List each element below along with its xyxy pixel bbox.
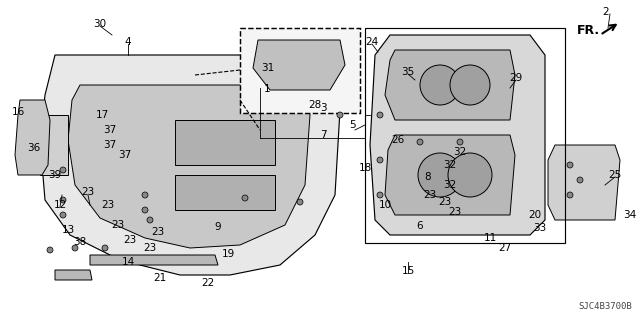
Text: 38: 38 — [74, 237, 86, 247]
Text: 6: 6 — [417, 221, 423, 231]
Bar — [175, 175, 275, 210]
Text: 8: 8 — [425, 172, 431, 182]
Text: 7: 7 — [320, 130, 326, 140]
Text: 23: 23 — [111, 220, 125, 230]
Text: 23: 23 — [438, 197, 452, 207]
Circle shape — [377, 192, 383, 198]
Text: 31: 31 — [261, 63, 275, 73]
Text: 12: 12 — [53, 200, 67, 210]
Text: 23: 23 — [143, 243, 157, 253]
Circle shape — [297, 199, 303, 205]
Circle shape — [337, 112, 343, 118]
Text: 5: 5 — [349, 120, 355, 130]
Text: 37: 37 — [118, 150, 132, 160]
Text: 27: 27 — [499, 243, 511, 253]
Bar — [240, 28, 360, 113]
Polygon shape — [55, 270, 92, 280]
Circle shape — [567, 192, 573, 198]
Text: 33: 33 — [533, 223, 547, 233]
Text: 36: 36 — [28, 143, 40, 153]
Bar — [365, 28, 565, 243]
Circle shape — [420, 65, 460, 105]
Text: 23: 23 — [124, 235, 136, 245]
Text: 30: 30 — [93, 19, 107, 29]
Text: 20: 20 — [529, 210, 541, 220]
Text: FR.: FR. — [577, 24, 600, 36]
Polygon shape — [15, 100, 50, 175]
Text: 2: 2 — [603, 7, 609, 17]
Bar — [175, 120, 275, 165]
Circle shape — [142, 192, 148, 198]
Text: 13: 13 — [61, 225, 75, 235]
Text: 32: 32 — [453, 147, 467, 157]
Polygon shape — [40, 55, 340, 275]
Text: 39: 39 — [49, 170, 61, 180]
Text: 37: 37 — [104, 140, 116, 150]
Polygon shape — [40, 115, 68, 175]
Polygon shape — [548, 145, 620, 220]
Polygon shape — [68, 85, 310, 248]
Circle shape — [577, 177, 583, 183]
Text: 17: 17 — [95, 110, 109, 120]
Text: 23: 23 — [101, 200, 115, 210]
Polygon shape — [385, 135, 515, 215]
Text: 15: 15 — [401, 266, 415, 276]
Text: 23: 23 — [152, 227, 164, 237]
Circle shape — [60, 212, 66, 218]
Text: 32: 32 — [444, 180, 456, 190]
Text: 19: 19 — [221, 249, 235, 259]
Text: 26: 26 — [392, 135, 404, 145]
Text: 23: 23 — [449, 207, 461, 217]
Text: 11: 11 — [483, 233, 497, 243]
Circle shape — [450, 65, 490, 105]
Text: 28: 28 — [308, 100, 322, 110]
Text: 14: 14 — [122, 257, 134, 267]
Text: 18: 18 — [358, 163, 372, 173]
Text: 34: 34 — [623, 210, 637, 220]
Text: 32: 32 — [444, 160, 456, 170]
Text: 16: 16 — [12, 107, 24, 117]
Polygon shape — [90, 255, 218, 265]
Text: 23: 23 — [81, 187, 95, 197]
Circle shape — [377, 112, 383, 118]
Circle shape — [60, 167, 66, 173]
Text: 23: 23 — [424, 190, 436, 200]
Text: 37: 37 — [104, 125, 116, 135]
Circle shape — [47, 247, 53, 253]
Text: 3: 3 — [320, 103, 326, 113]
Circle shape — [417, 139, 423, 145]
Text: SJC4B3700B: SJC4B3700B — [579, 302, 632, 311]
Circle shape — [142, 207, 148, 213]
Circle shape — [567, 162, 573, 168]
Polygon shape — [385, 50, 515, 120]
Circle shape — [377, 157, 383, 163]
Text: 10: 10 — [378, 200, 392, 210]
Text: 25: 25 — [609, 170, 621, 180]
Text: 1: 1 — [264, 84, 270, 94]
Text: 29: 29 — [509, 73, 523, 83]
Circle shape — [72, 245, 78, 251]
Text: 35: 35 — [401, 67, 415, 77]
Circle shape — [147, 217, 153, 223]
Text: 22: 22 — [202, 278, 214, 288]
Text: 9: 9 — [214, 222, 221, 232]
Circle shape — [448, 153, 492, 197]
Text: 4: 4 — [125, 37, 131, 47]
Circle shape — [242, 195, 248, 201]
Circle shape — [418, 153, 462, 197]
Polygon shape — [253, 40, 345, 90]
Text: 24: 24 — [365, 37, 379, 47]
Circle shape — [102, 245, 108, 251]
Polygon shape — [370, 35, 545, 235]
Circle shape — [457, 139, 463, 145]
Circle shape — [60, 197, 66, 203]
Text: 21: 21 — [154, 273, 166, 283]
